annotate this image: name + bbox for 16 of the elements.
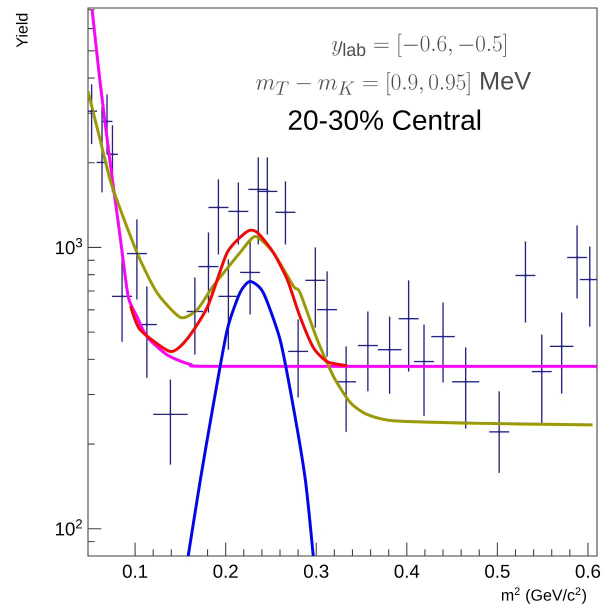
line-series (186, 280, 315, 556)
annotation: $m_T - m_K = [0.9, 0.95]\ \mathrm{MeV}$ (256, 72, 531, 96)
annotation: $y_{\mathrm{lab}} = [-0.6, -0.5]$ (332, 34, 506, 57)
x-tick-label: 0.5 (485, 564, 510, 578)
line-series (90, 8, 598, 368)
text: 20-30% Central (288, 110, 480, 130)
x-tick-label: 0.1 (122, 564, 148, 578)
x-tick-label: 0.3 (304, 564, 328, 578)
x-tick-label: 0.2 (213, 564, 238, 578)
y-axis-title: Yield (16, 14, 28, 48)
y-tick-label: 10$^{2}$ (56, 519, 82, 536)
x-axis-title: m$^{2}$ (GeV/c$^{2}$) (502, 587, 586, 604)
line-series (129, 228, 348, 368)
y-tick-label: 10$^{3}$ (56, 238, 82, 254)
x-tick-label: 0.6 (576, 564, 600, 578)
x-tick-label: 0.4 (394, 564, 420, 578)
